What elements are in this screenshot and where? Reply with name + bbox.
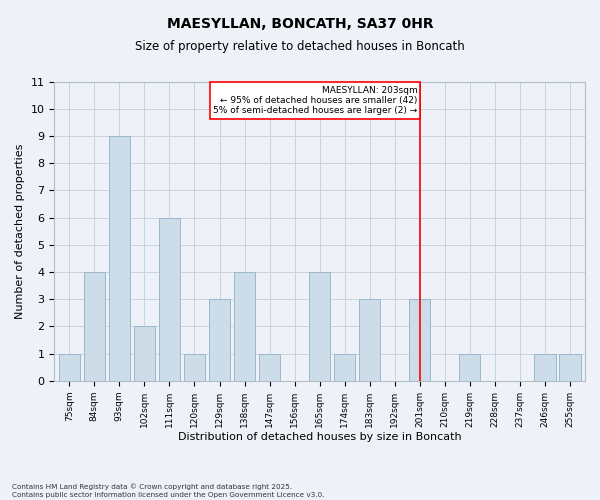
Text: Contains HM Land Registry data © Crown copyright and database right 2025.
Contai: Contains HM Land Registry data © Crown c…	[12, 484, 325, 498]
Bar	[309, 272, 330, 381]
Bar	[184, 354, 205, 381]
Bar	[459, 354, 481, 381]
Text: MAESYLLAN: 203sqm
← 95% of detached houses are smaller (42)
5% of semi-detached : MAESYLLAN: 203sqm ← 95% of detached hous…	[213, 86, 417, 116]
Bar	[209, 299, 230, 381]
Bar	[334, 354, 355, 381]
Bar	[359, 299, 380, 381]
Text: MAESYLLAN, BONCATH, SA37 0HR: MAESYLLAN, BONCATH, SA37 0HR	[167, 18, 433, 32]
Bar	[134, 326, 155, 381]
X-axis label: Distribution of detached houses by size in Boncath: Distribution of detached houses by size …	[178, 432, 461, 442]
Bar	[159, 218, 180, 381]
Bar	[409, 299, 430, 381]
Bar	[234, 272, 255, 381]
Bar	[259, 354, 280, 381]
Text: Size of property relative to detached houses in Boncath: Size of property relative to detached ho…	[135, 40, 465, 53]
Bar	[109, 136, 130, 381]
Bar	[559, 354, 581, 381]
Bar	[535, 354, 556, 381]
Bar	[83, 272, 105, 381]
Y-axis label: Number of detached properties: Number of detached properties	[15, 144, 25, 319]
Bar	[59, 354, 80, 381]
